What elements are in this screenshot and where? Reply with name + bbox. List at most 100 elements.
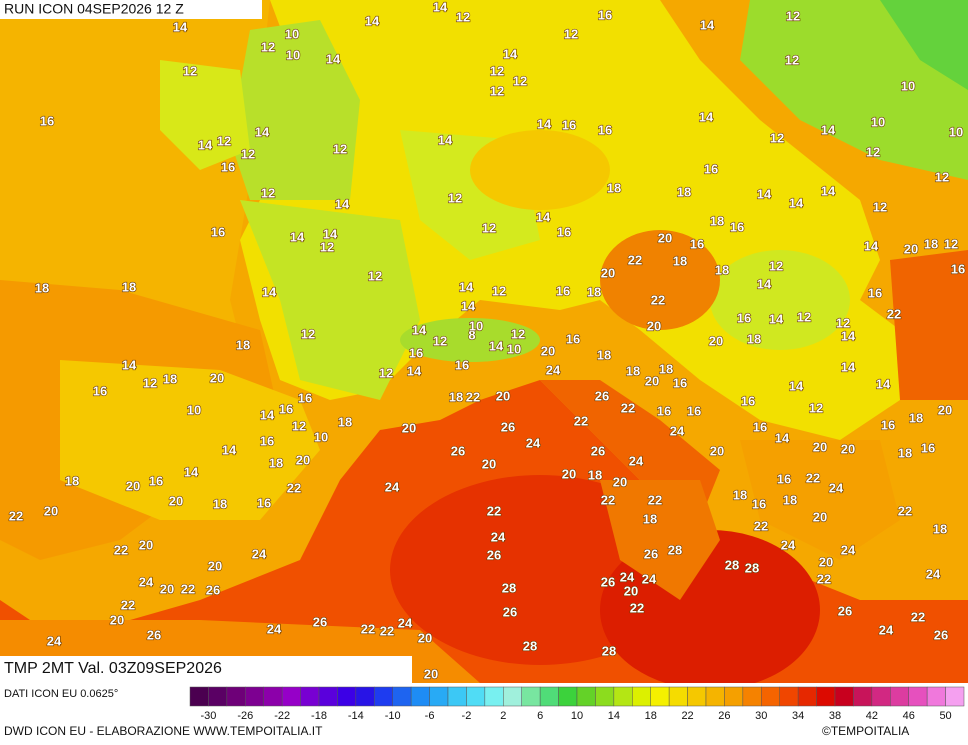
temperature-label: 26 — [601, 574, 615, 589]
temperature-label: 16 — [777, 471, 791, 486]
temperature-label: 14 — [821, 183, 836, 198]
temperature-label: 12 — [183, 63, 197, 78]
temperature-label: 20 — [496, 388, 510, 403]
temperature-label: 22 — [621, 400, 635, 415]
temperature-label: 20 — [813, 439, 827, 454]
temperature-label: 14 — [365, 13, 380, 28]
temperature-label: 28 — [668, 542, 682, 557]
temperature-label: 18 — [449, 389, 463, 404]
scale-tick-label: 34 — [792, 710, 804, 722]
temperature-label: 22 — [754, 518, 768, 533]
temperature-label: 14 — [789, 195, 804, 210]
temperature-label: 20 — [658, 230, 672, 245]
temperature-label: 10 — [187, 402, 201, 417]
temperature-label: 26 — [595, 388, 609, 403]
scale-swatch — [410, 686, 430, 707]
temperature-label: 22 — [9, 508, 23, 523]
credit: DWD ICON EU - ELABORAZIONE WWW.TEMPOITAL… — [4, 724, 323, 738]
temperature-label: 18 — [338, 414, 352, 429]
temperature-label: 20 — [160, 581, 174, 596]
temperature-label: 8 — [468, 327, 475, 342]
temperature-label: 22 — [487, 503, 501, 518]
temperature-label: 14 — [789, 378, 804, 393]
temperature-label: 14 — [222, 442, 237, 457]
scale-tick-label: -18 — [311, 710, 327, 722]
temperature-label: 16 — [673, 375, 687, 390]
scale-swatch — [668, 686, 688, 707]
temperature-label: 12 — [797, 309, 811, 324]
scale-tick-label: -26 — [237, 710, 253, 722]
temperature-label: 14 — [255, 124, 270, 139]
temperature-label: 16 — [149, 473, 163, 488]
temperature-label: 26 — [313, 614, 327, 629]
temperature-label: 22 — [380, 623, 394, 638]
temperature-label: 16 — [409, 345, 423, 360]
temperature-label: 14 — [821, 122, 836, 137]
temperature-label: 18 — [607, 180, 621, 195]
temperature-label: 12 — [320, 239, 334, 254]
temperature-label: 22 — [287, 480, 301, 495]
scale-swatch — [226, 686, 246, 707]
temperature-label: 18 — [715, 262, 729, 277]
scale-swatch — [871, 686, 891, 707]
temperature-label: 20 — [613, 474, 627, 489]
temperature-label: 14 — [290, 229, 305, 244]
temperature-label: 26 — [206, 582, 220, 597]
temperature-label: 20 — [647, 318, 661, 333]
temperature-label: 10 — [314, 429, 328, 444]
temperature-label: 14 — [876, 376, 891, 391]
map-background — [0, 0, 968, 690]
temperature-label: 14 — [699, 109, 714, 124]
temperature-label: 22 — [898, 503, 912, 518]
temperature-label: 12 — [866, 144, 880, 159]
temperature-label: 16 — [690, 236, 704, 251]
temperature-label: 12 — [935, 169, 949, 184]
temperature-label: 12 — [333, 141, 347, 156]
temperature-label: 28 — [725, 557, 739, 572]
temperature-label: 24 — [139, 574, 154, 589]
run-title: RUN ICON 04SEP2026 12 Z — [4, 1, 184, 17]
scale-swatch — [816, 686, 836, 707]
temperature-label: 16 — [221, 159, 235, 174]
temperature-label: 20 — [624, 583, 638, 598]
scale-swatch — [466, 686, 486, 707]
scale-swatch — [613, 686, 633, 707]
temperature-label: 20 — [424, 666, 438, 681]
temperature-label: 20 — [938, 402, 952, 417]
scale-tick-label: 50 — [939, 710, 951, 722]
scale-swatch — [853, 686, 873, 707]
scale-swatch — [705, 686, 725, 707]
temperature-label: 24 — [642, 571, 657, 586]
scale-swatch — [576, 686, 596, 707]
scale-swatch — [392, 686, 412, 707]
temperature-label: 14 — [323, 226, 338, 241]
temperature-label: 24 — [385, 479, 400, 494]
temperature-label: 22 — [601, 492, 615, 507]
scale-tick-label: -10 — [385, 710, 401, 722]
temperature-label: 26 — [487, 547, 501, 562]
temperature-label: 22 — [630, 600, 644, 615]
temperature-label: 12 — [217, 133, 231, 148]
temperature-label: 12 — [492, 283, 506, 298]
temperature-label: 14 — [757, 276, 772, 291]
temperature-label: 18 — [659, 361, 673, 376]
temperature-label: 20 — [110, 612, 124, 627]
temperature-label: 10 — [507, 341, 521, 356]
temperature-label: 26 — [501, 419, 515, 434]
temperature-label: 16 — [753, 419, 767, 434]
temperature-label: 12 — [836, 315, 850, 330]
temperature-label: 24 — [526, 435, 541, 450]
temperature-label: 14 — [775, 430, 790, 445]
temperature-label: 10 — [469, 318, 483, 333]
field-box — [0, 656, 412, 683]
temperature-label: 18 — [597, 347, 611, 362]
temperature-label: 12 — [368, 268, 382, 283]
temperature-label: 14 — [864, 238, 879, 253]
temperature-label: 16 — [260, 433, 274, 448]
temperature-label: 20 — [139, 537, 153, 552]
temperature-label: 14 — [459, 279, 474, 294]
temperature-label: 24 — [620, 569, 635, 584]
temperature-label: 14 — [433, 0, 448, 14]
temperature-label: 18 — [588, 467, 602, 482]
scale-swatch — [374, 686, 393, 707]
